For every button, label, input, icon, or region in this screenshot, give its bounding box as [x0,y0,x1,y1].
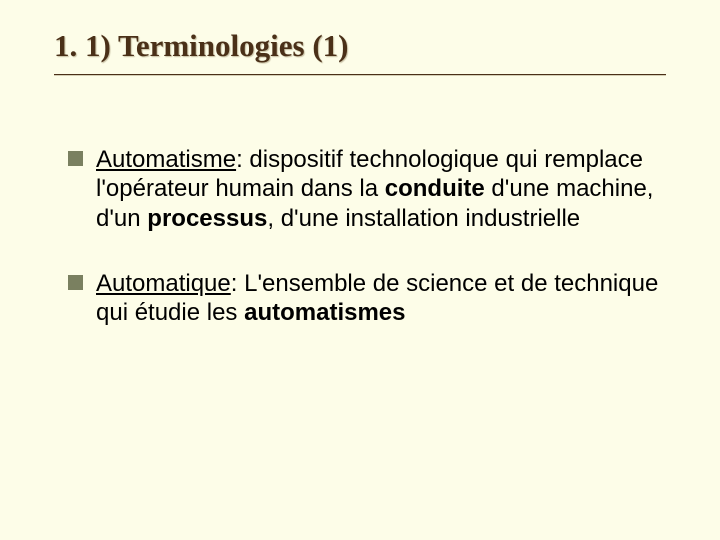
square-bullet-icon [68,151,83,166]
slide-container: 1. 1) Terminologies (1) Automatisme: dis… [0,0,720,540]
bullet-list: Automatisme: dispositif technologique qu… [54,145,666,327]
bullet-item: Automatique: L'ensemble de science et de… [68,269,666,328]
square-bullet-icon [68,275,83,290]
term-label: Automatique [96,270,231,297]
bold-text: automatismes [244,299,405,326]
bullet-item: Automatisme: dispositif technologique qu… [68,145,666,233]
term-label: Automatisme [96,146,236,173]
bold-text: conduite [385,175,485,202]
title-underline [54,74,666,75]
bold-text: processus [147,205,267,232]
plain-text: , d'une installation industrielle [267,205,580,232]
slide-title: 1. 1) Terminologies (1) [54,28,666,64]
